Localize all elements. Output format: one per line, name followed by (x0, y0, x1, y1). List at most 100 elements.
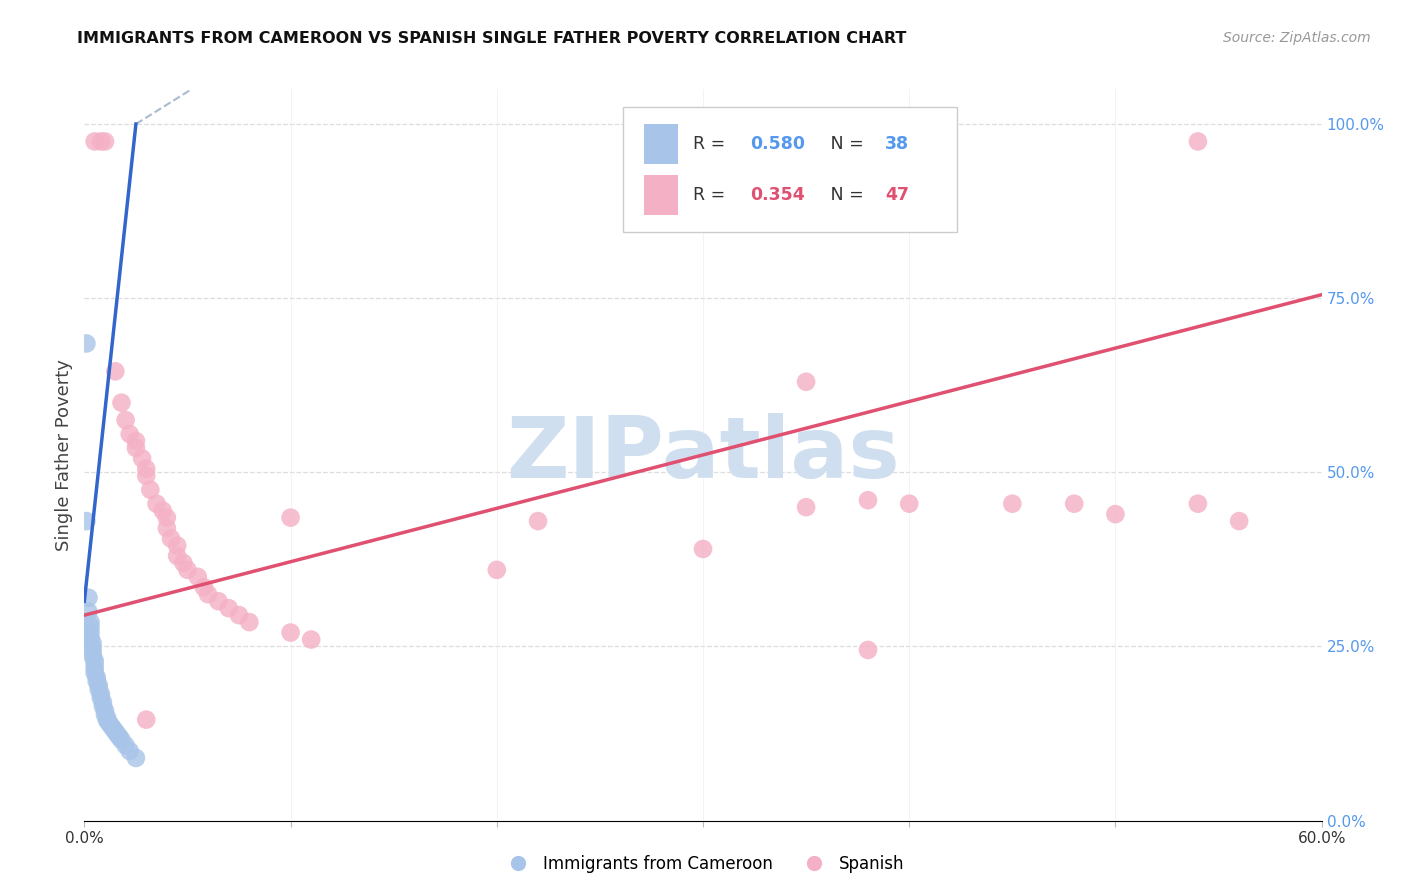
Point (104, 724, 127, 739)
Point (90, 687, 112, 701)
Point (139, 483, 162, 497)
Point (187, 570, 209, 584)
Point (82, 640, 104, 655)
Point (82, 645, 104, 659)
Text: Source: ZipAtlas.com: Source: ZipAtlas.com (1223, 31, 1371, 45)
Text: ZIPatlas: ZIPatlas (506, 413, 900, 497)
Text: 38: 38 (884, 135, 910, 153)
Point (156, 510, 179, 524)
Point (118, 744, 141, 758)
Point (75, 336, 97, 351)
Point (83, 657, 105, 672)
Point (193, 580, 215, 594)
Point (77, 591, 100, 605)
Point (1063, 497, 1085, 511)
Point (100, 719, 122, 733)
Text: R =: R = (693, 135, 731, 153)
Point (238, 615, 260, 629)
Point (218, 601, 240, 615)
Point (856, 643, 879, 657)
Point (87, 682, 110, 697)
FancyBboxPatch shape (623, 108, 956, 232)
Text: R =: R = (693, 186, 731, 204)
Point (83, 653, 105, 667)
Point (166, 539, 188, 553)
Point (90, 135, 112, 149)
Text: IMMIGRANTS FROM CAMEROON VS SPANISH SINGLE FATHER POVERTY CORRELATION CHART: IMMIGRANTS FROM CAMEROON VS SPANISH SING… (77, 31, 907, 46)
Point (197, 587, 219, 601)
Text: 0.354: 0.354 (749, 186, 804, 204)
Point (77, 605, 100, 619)
Point (96, 710, 118, 724)
Point (1227, 514, 1250, 528)
Point (91, 695, 114, 709)
Point (104, 364, 127, 378)
Point (91, 699, 114, 714)
Point (145, 497, 167, 511)
Point (125, 751, 148, 765)
Point (1187, 497, 1209, 511)
Point (87, 678, 110, 692)
Point (94, 704, 117, 718)
Text: N =: N = (814, 135, 869, 153)
Point (794, 500, 817, 515)
Point (105, 727, 128, 741)
Point (1001, 497, 1024, 511)
Point (166, 549, 188, 563)
Point (114, 739, 136, 753)
Point (103, 722, 125, 736)
Point (94, 135, 117, 149)
Point (280, 625, 302, 640)
Point (135, 713, 157, 727)
Point (83, 665, 105, 680)
Point (110, 395, 132, 409)
Point (794, 375, 817, 389)
Text: 47: 47 (884, 186, 908, 204)
Point (1104, 507, 1126, 521)
Point (79, 620, 101, 634)
Point (75, 514, 97, 528)
Point (176, 563, 198, 577)
Point (172, 556, 194, 570)
Point (692, 541, 714, 556)
Point (135, 462, 157, 476)
Y-axis label: Single Father Poverty: Single Father Poverty (55, 359, 73, 551)
Point (898, 497, 921, 511)
Point (83, 662, 105, 676)
Point (86, 674, 108, 689)
Point (110, 732, 132, 747)
Point (527, 514, 550, 528)
Point (152, 503, 174, 517)
Point (79, 615, 101, 629)
Point (82, 636, 104, 650)
Bar (644, 124, 678, 164)
Point (79, 631, 101, 645)
Legend: Immigrants from Cameroon, Spanish: Immigrants from Cameroon, Spanish (495, 848, 911, 880)
Point (299, 632, 322, 647)
Point (1187, 135, 1209, 149)
Point (156, 521, 179, 535)
Point (160, 532, 183, 546)
Point (228, 608, 250, 623)
Point (98, 716, 121, 731)
Point (207, 594, 229, 608)
Point (90, 691, 112, 706)
Point (125, 434, 148, 448)
Point (856, 493, 879, 508)
Point (280, 510, 302, 524)
Text: N =: N = (814, 186, 869, 204)
Bar (644, 175, 678, 215)
Point (114, 413, 136, 427)
Point (485, 563, 508, 577)
Point (83, 135, 105, 149)
Point (82, 649, 104, 664)
Point (79, 625, 101, 640)
Point (86, 670, 108, 684)
Text: 0.580: 0.580 (749, 135, 806, 153)
Point (94, 707, 117, 722)
Point (96, 714, 118, 728)
Point (108, 730, 131, 744)
Point (125, 441, 148, 455)
Point (118, 427, 141, 442)
Point (131, 451, 153, 466)
